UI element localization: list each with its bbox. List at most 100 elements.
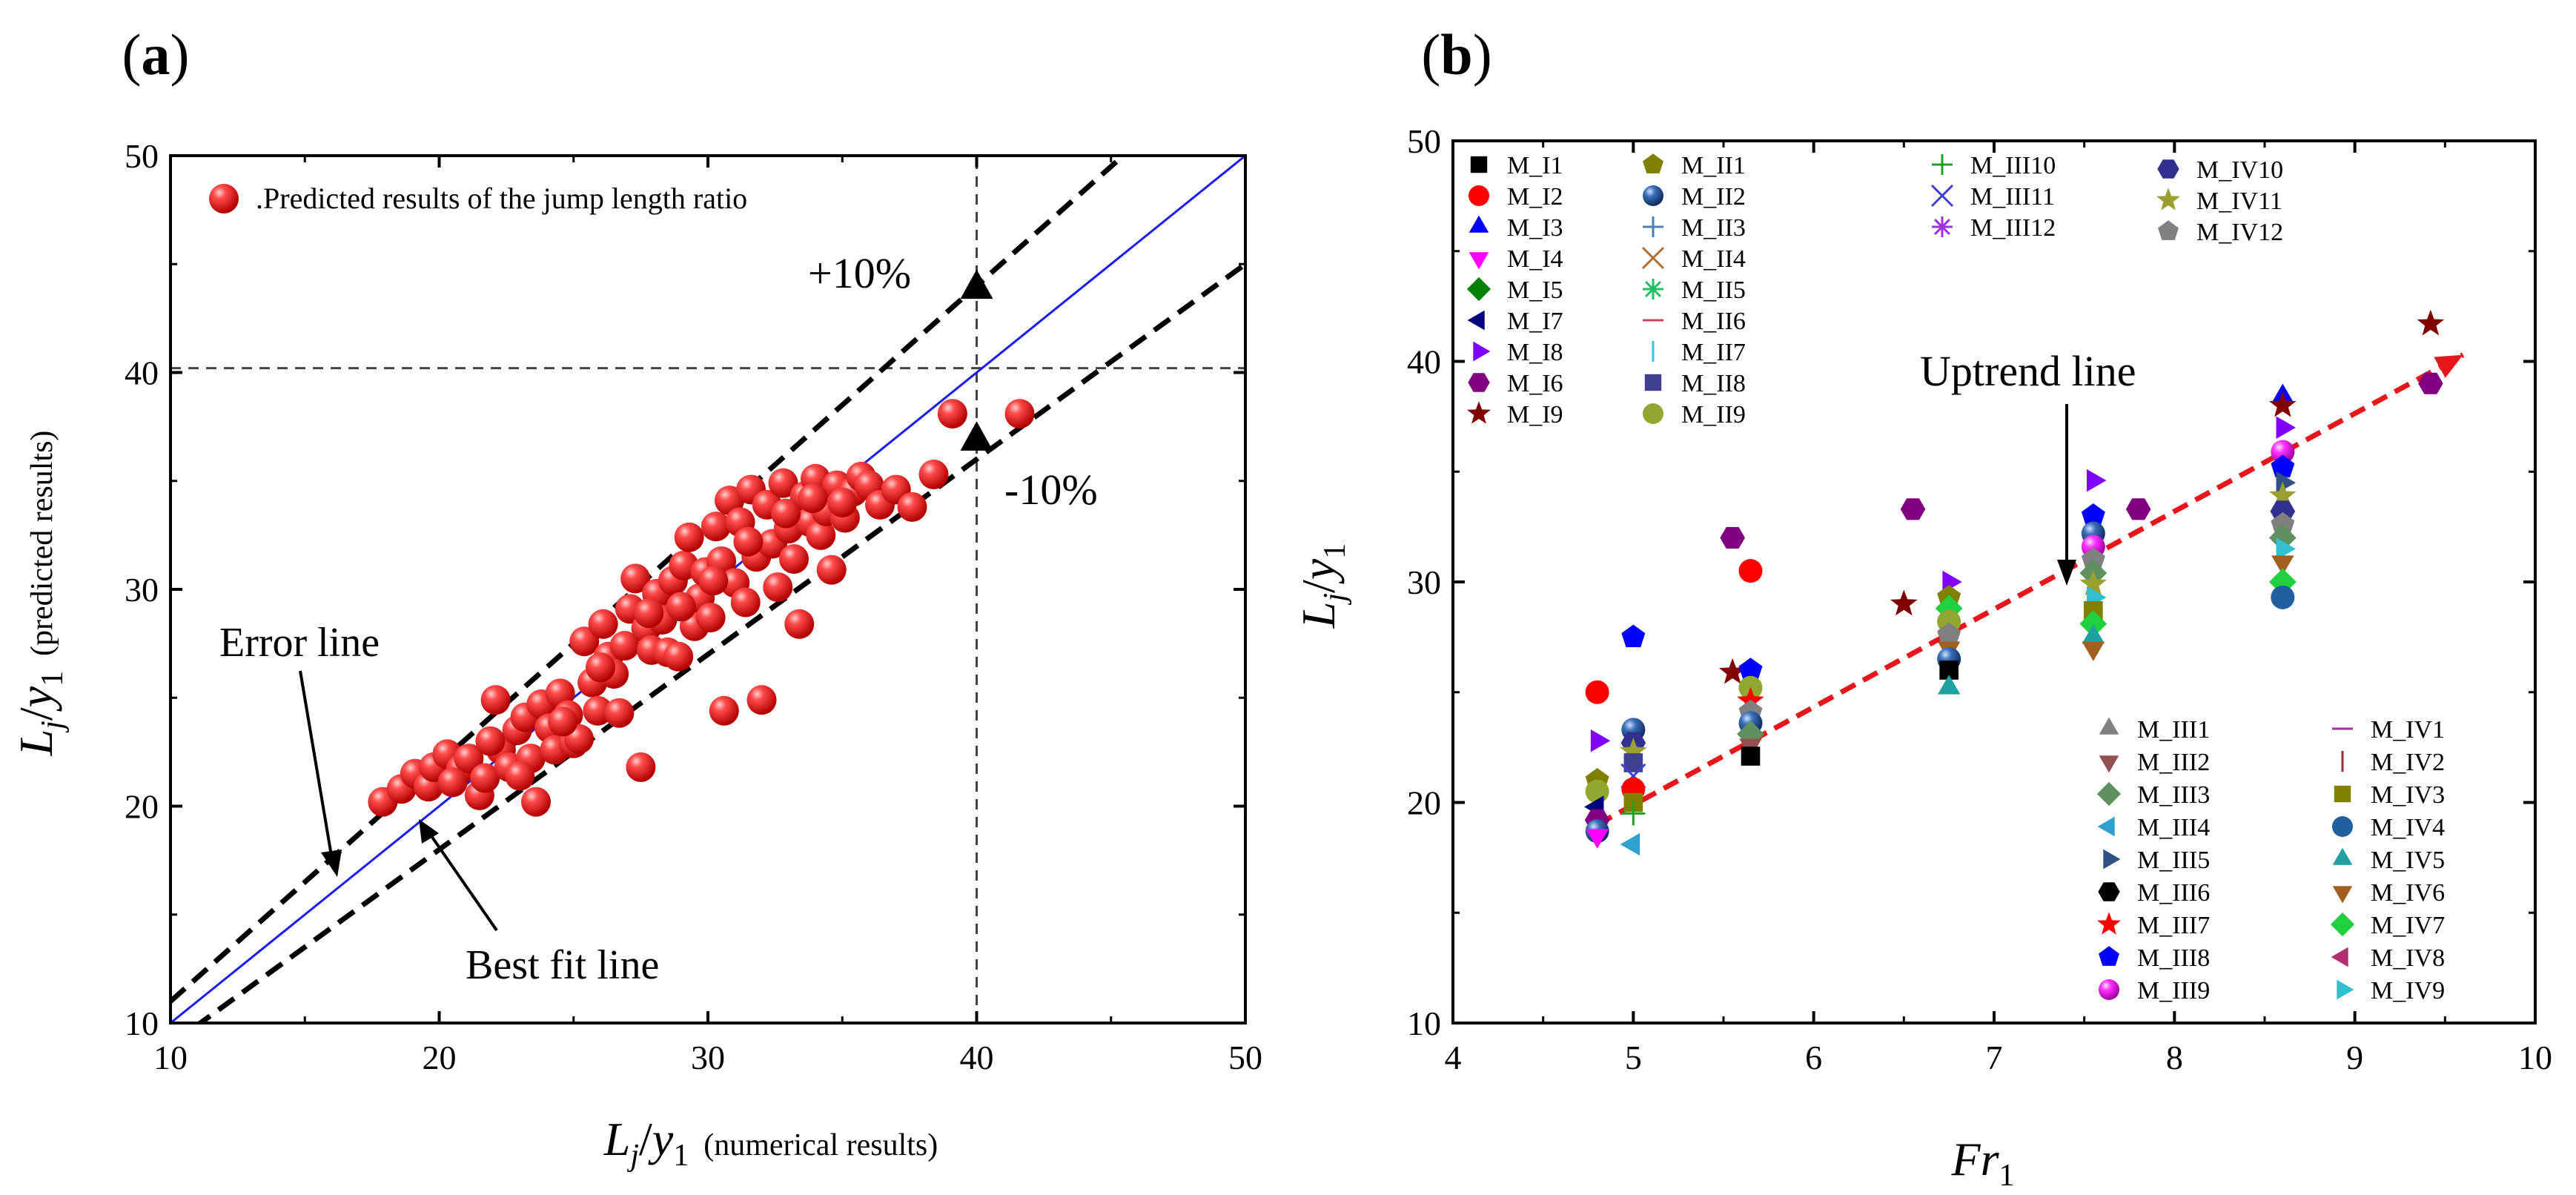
data-point xyxy=(548,706,578,737)
legend-label: M_IV5 xyxy=(2371,847,2445,874)
data-point xyxy=(695,603,726,633)
legend-item: M_III8 xyxy=(2099,944,2210,972)
data-point xyxy=(701,512,731,542)
data-point xyxy=(604,698,635,728)
legend-item: M_IV6 xyxy=(2332,879,2445,907)
plus10-label: +10% xyxy=(808,249,911,297)
legend-item: M_II8 xyxy=(1644,370,1746,397)
panel-a-triangle-markers xyxy=(960,269,993,451)
data-point xyxy=(806,520,836,550)
legend-label: M_II1 xyxy=(1681,152,1746,179)
data-point xyxy=(784,609,815,639)
panel-a-xlabel: Lj/y1 (numerical results) xyxy=(603,1113,938,1173)
legend-label: M_II2 xyxy=(1681,183,1746,211)
panel-b-xtick-label: 6 xyxy=(1805,1039,1822,1076)
legend-marker xyxy=(2099,755,2119,773)
panel-a-ytick-label: 10 xyxy=(125,1004,159,1042)
legend-label: M_IV11 xyxy=(2196,188,2282,215)
data-point xyxy=(583,695,613,726)
panel-a-xtick-label: 10 xyxy=(153,1039,188,1076)
data-point xyxy=(1590,729,1611,752)
legend-label: M_III2 xyxy=(2137,749,2210,776)
legend-label: M_I5 xyxy=(1507,277,1563,304)
legend-item: M_IV7 xyxy=(2330,912,2445,939)
legend-marker xyxy=(1469,215,1489,233)
legend-item: M_II4 xyxy=(1641,245,1746,273)
legend-label: M_I8 xyxy=(1507,339,1563,366)
data-point xyxy=(634,598,664,629)
legend-marker xyxy=(2157,159,2179,179)
data-point xyxy=(2081,503,2105,526)
panel-b-xtick-label: 7 xyxy=(1986,1039,2003,1076)
data-point xyxy=(475,726,506,756)
data-point xyxy=(2079,610,2108,638)
legend-item: M_IV3 xyxy=(2334,781,2445,809)
triangle-marker xyxy=(960,269,993,299)
data-point xyxy=(1718,658,1746,684)
panel-b-ytick-label: 30 xyxy=(1407,563,1441,601)
data-point xyxy=(2269,391,2297,417)
data-point xyxy=(2082,641,2105,661)
legend-label: M_II7 xyxy=(1681,339,1746,366)
data-point xyxy=(2276,416,2296,439)
legend-marker xyxy=(2330,912,2355,937)
data-point xyxy=(1720,526,1745,549)
data-point xyxy=(1620,832,1640,856)
data-point xyxy=(1621,624,1646,647)
legend-label: M_I9 xyxy=(1507,401,1563,428)
legend-item: M_II6 xyxy=(1643,308,1746,335)
legend-item: M_III2 xyxy=(2099,749,2210,776)
legend-label: M_IV1 xyxy=(2371,716,2445,744)
data-point xyxy=(521,787,551,817)
legend-item: M_III6 xyxy=(2098,879,2210,907)
legend-label: M_II8 xyxy=(1681,370,1746,397)
legend-marker xyxy=(2337,979,2354,1000)
legend-marker xyxy=(1643,403,1663,424)
legend-item: M_III7 xyxy=(2097,912,2210,939)
legend-marker xyxy=(1643,185,1663,206)
panel-b-axis-ticks: 4 5 6 7 8 9 10 10 20 30 40 50 xyxy=(1407,122,2552,1076)
data-point xyxy=(1738,559,1763,583)
data-point xyxy=(1937,622,1961,645)
legend-item: M_IV4 xyxy=(2332,814,2445,841)
panel-b-xtick-label: 5 xyxy=(1625,1039,1642,1076)
legend-item: M_III3 xyxy=(2096,781,2210,809)
legend-marker xyxy=(2332,847,2353,865)
data-point xyxy=(2271,440,2295,464)
panel-b-ytick-label: 40 xyxy=(1407,343,1441,381)
data-point xyxy=(2081,547,2105,570)
legend-item: M_IV2 xyxy=(2341,749,2445,776)
panel-a-legend-marker xyxy=(209,184,239,213)
legend-label: M_III11 xyxy=(1970,183,2055,211)
data-point xyxy=(2271,454,2295,477)
legend-label: M_III12 xyxy=(1970,214,2056,242)
legend-marker xyxy=(1469,252,1489,270)
data-point xyxy=(2271,512,2295,535)
data-point xyxy=(918,459,949,489)
legend-item: M_IV10 xyxy=(2157,156,2283,184)
legend-label: M_IV3 xyxy=(2371,781,2445,809)
legend-label: M_II6 xyxy=(1681,308,1746,335)
legend-label: M_I7 xyxy=(1507,308,1563,335)
legend-label: M_IV8 xyxy=(2371,944,2445,972)
legend-label: M_IV4 xyxy=(2371,814,2445,841)
minus10-error-line xyxy=(196,262,1245,1023)
legend-item: M_I3 xyxy=(1469,214,1563,242)
legend-marker xyxy=(2096,781,2122,807)
panel-a-label: (a) xyxy=(122,22,190,87)
panel-b-ytick-label: 50 xyxy=(1407,122,1441,160)
data-point xyxy=(2082,623,2105,644)
legend-item: M_II7 xyxy=(1652,339,1746,366)
data-point xyxy=(2269,481,2297,508)
data-point xyxy=(666,592,696,622)
legend-label: M_I3 xyxy=(1507,214,1563,242)
legend-label: M_IV12 xyxy=(2196,219,2283,246)
data-point xyxy=(1620,737,1647,764)
data-point xyxy=(2271,555,2294,575)
data-point xyxy=(1586,829,1609,849)
legend-marker xyxy=(1643,153,1663,173)
data-point xyxy=(2079,569,2108,596)
legend-item: M_III5 xyxy=(2103,847,2210,874)
legend-item: M_II1 xyxy=(1643,152,1746,179)
legend-label: M_II4 xyxy=(1681,245,1746,273)
